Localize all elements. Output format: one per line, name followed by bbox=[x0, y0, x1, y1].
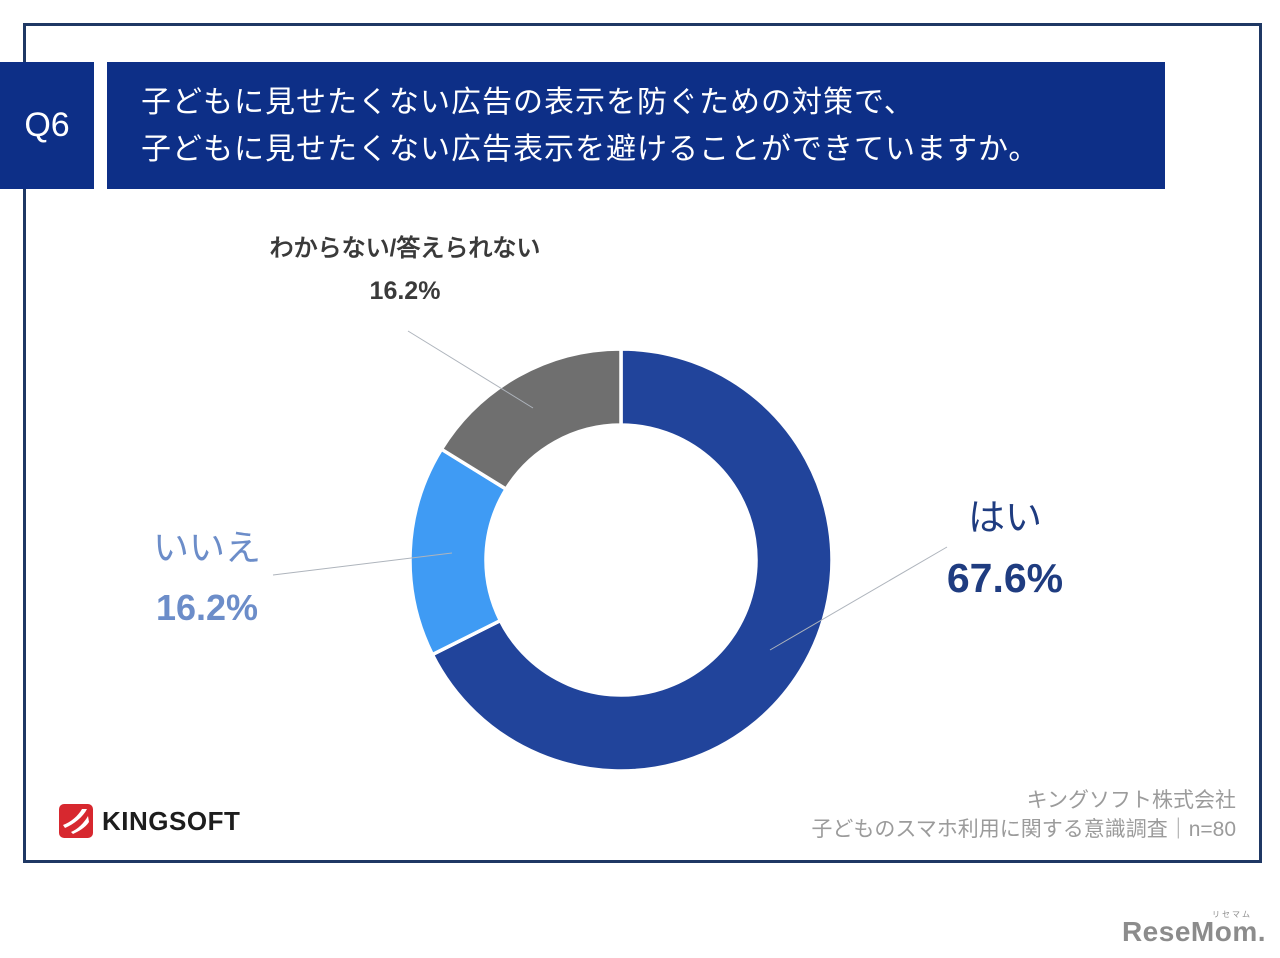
callout-unknown-value: 16.2% bbox=[369, 277, 441, 305]
kingsoft-logo: KINGSOFT bbox=[58, 803, 240, 839]
callout-unknown: わからない/答えられない 16.2% bbox=[240, 228, 570, 306]
kingsoft-logo-icon bbox=[59, 804, 93, 838]
question-number-badge: Q6 bbox=[0, 62, 94, 189]
callout-no-value: 16.2% bbox=[155, 587, 259, 628]
question-title-band: 子どもに見せたくない広告の表示を防ぐための対策で、 子どもに見せたくない広告表示… bbox=[107, 62, 1165, 189]
resemom-logo-text: ReseMom. bbox=[1121, 916, 1266, 947]
callout-yes: はい 67.6% bbox=[905, 487, 1105, 602]
segment-unknown bbox=[439, 347, 623, 491]
slide-border-frame bbox=[23, 23, 1262, 863]
resemom-ruby-text: リセマム bbox=[1212, 910, 1252, 919]
leader-line-unknown bbox=[407, 330, 534, 409]
question-number-label: Q6 bbox=[24, 106, 70, 144]
leader-line-yes bbox=[769, 546, 948, 651]
callout-no: いいえ 16.2% bbox=[127, 519, 287, 629]
footer-company: キングソフト株式会社 bbox=[1026, 789, 1236, 812]
callout-yes-label: はい bbox=[968, 497, 1042, 538]
footer-survey-name: 子どものスマホ利用に関する意識調査｜n=80 bbox=[811, 818, 1236, 841]
callout-yes-value: 67.6% bbox=[946, 555, 1064, 601]
leader-line-no bbox=[272, 552, 453, 576]
kingsoft-logo-text: KINGSOFT bbox=[102, 805, 241, 836]
resemom-watermark: リセマム ReseMom. bbox=[1121, 910, 1266, 948]
footer-credit: キングソフト株式会社 子どものスマホ利用に関する意識調査｜n=80 bbox=[811, 786, 1236, 844]
question-title-line2: 子どもに見せたくない広告表示を避けることができていますか。 bbox=[141, 132, 1040, 166]
segment-yes bbox=[430, 347, 834, 773]
question-title-line1: 子どもに見せたくない広告の表示を防ぐための対策で、 bbox=[141, 85, 915, 119]
callout-unknown-label: わからない/答えられない bbox=[269, 235, 541, 262]
callout-no-label: いいえ bbox=[152, 527, 261, 568]
